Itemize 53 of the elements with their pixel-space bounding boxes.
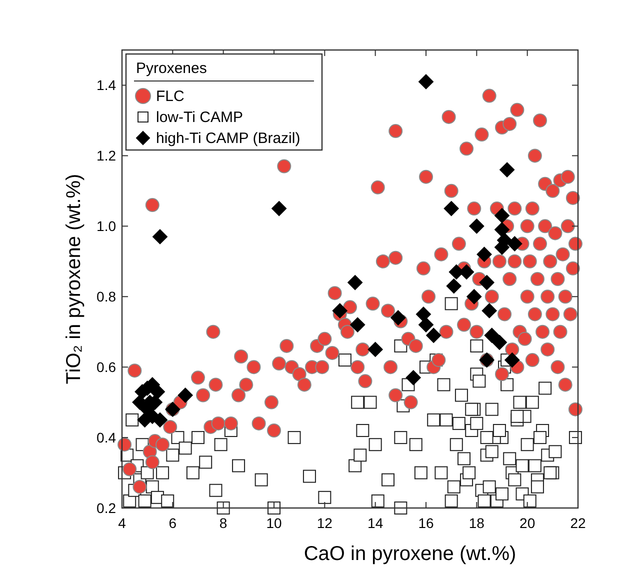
point [492, 334, 507, 350]
x-tick-label: 18 [468, 515, 485, 531]
y-tick-label: 0.4 [96, 430, 116, 446]
point [479, 275, 494, 290]
point [137, 412, 152, 428]
point [494, 222, 510, 238]
x-tick-label: 6 [168, 515, 177, 531]
point [350, 317, 366, 332]
x-tick-label: 14 [368, 515, 384, 531]
y-tick-label: 0.2 [96, 500, 116, 516]
point [178, 388, 193, 403]
y-tick-label: 1.2 [96, 148, 116, 164]
x-tick-label: 4 [118, 515, 126, 531]
point [494, 208, 510, 224]
point [426, 328, 442, 343]
x-tick-label: 10 [266, 515, 282, 531]
point [418, 74, 434, 90]
point [272, 201, 287, 216]
x-axis-title: CaO in pyroxene (wt.%) [304, 543, 516, 565]
legend-label: FLC [156, 88, 185, 105]
x-tick-label: 12 [316, 515, 333, 531]
point [466, 289, 482, 304]
point [500, 162, 515, 178]
point [152, 412, 168, 428]
y-tick-label: 1.4 [96, 77, 116, 94]
point [446, 278, 462, 294]
point [418, 317, 434, 332]
y-axis-title: TiO₂ in pyroxene (wt.%) [63, 174, 85, 384]
x-tick-label: 22 [570, 515, 586, 531]
point [406, 370, 421, 386]
point [476, 246, 492, 262]
legend-label: high-Ti CAMP (Brazil) [156, 130, 300, 147]
legend-title: Pyroxenes [136, 60, 207, 77]
point [507, 236, 522, 252]
x-tick-label: 8 [219, 515, 228, 531]
y-tick-label: 1.0 [96, 218, 116, 234]
point [390, 310, 406, 326]
point [368, 342, 383, 357]
point [150, 384, 165, 400]
point [152, 229, 168, 244]
point [416, 306, 431, 322]
point [332, 303, 348, 318]
point [504, 352, 520, 368]
point [484, 328, 500, 343]
y-tick-label: 0.8 [96, 288, 116, 305]
point [348, 275, 363, 290]
point [444, 201, 459, 216]
point [482, 303, 497, 318]
x-tick-label: 20 [520, 515, 536, 531]
legend-label: low-Ti CAMP [156, 109, 243, 126]
point [469, 218, 484, 234]
y-tick-label: 0.6 [96, 359, 116, 376]
x-tick-label: 16 [418, 515, 434, 531]
